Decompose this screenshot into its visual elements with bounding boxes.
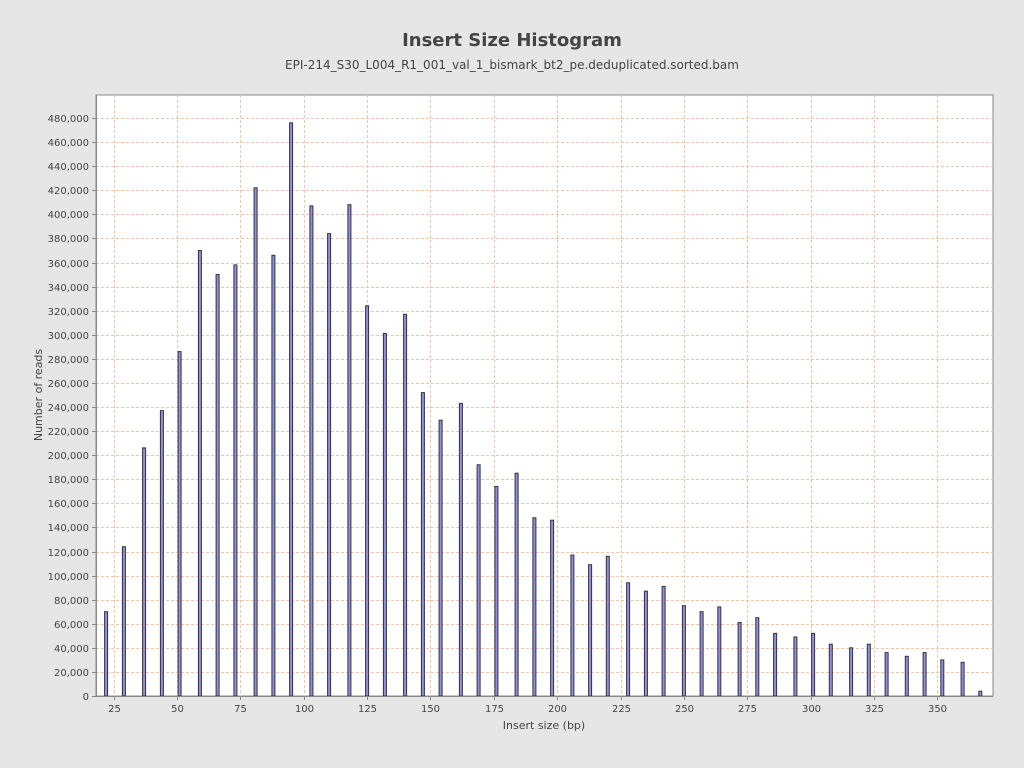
histogram-bar [773,632,778,697]
histogram-bar [458,402,463,697]
histogram-bar [327,233,332,697]
histogram-bar [159,410,164,697]
y-tick-label: 80,000 [54,596,89,607]
y-tick-label: 440,000 [48,162,89,173]
histogram-bar [550,519,555,697]
histogram-bar [347,204,352,697]
y-tick-label: 260,000 [48,379,89,390]
x-tick-label: 300 [802,704,821,715]
y-tick-label: 320,000 [48,307,89,318]
histogram-bar [382,333,387,697]
histogram-bar [438,419,443,697]
histogram-bar [271,254,276,697]
histogram-bar [626,582,631,697]
y-tick-label: 300,000 [48,331,89,342]
y-tick-label: 60,000 [54,620,89,631]
x-tick-label: 350 [928,704,947,715]
histogram-bar [253,187,258,697]
histogram-bar [643,590,648,697]
y-tick-label: 0 [83,692,89,703]
histogram-bar [121,546,126,697]
histogram-bar [884,652,889,697]
histogram-bar [142,447,147,697]
histogram-bar [811,632,816,697]
x-tick-label: 250 [675,704,694,715]
histogram-bar [661,585,666,697]
y-tick-label: 220,000 [48,427,89,438]
x-tick-label: 25 [108,704,121,715]
histogram-bar [922,652,927,697]
histogram-bar [177,351,182,697]
histogram-bar [699,611,704,697]
y-tick-label: 400,000 [48,210,89,221]
histogram-bar [755,617,760,697]
x-tick-label: 100 [295,704,314,715]
histogram-bar [309,205,314,697]
histogram-bar [476,464,481,697]
y-tick-label: 420,000 [48,186,89,197]
histogram-bar [717,606,722,697]
chart-title: Insert Size Histogram [402,30,622,51]
histogram-bar [904,655,909,697]
x-tick-label: 325 [865,704,884,715]
y-tick-label: 40,000 [54,644,89,655]
y-tick-label: 360,000 [48,259,89,270]
x-tick-label: 225 [612,704,631,715]
y-tick-label: 480,000 [48,114,89,125]
histogram-bar [233,264,238,697]
histogram-bar [681,605,686,697]
y-tick-label: 200,000 [48,451,89,462]
x-tick-label: 275 [738,704,757,715]
y-tick-label: 240,000 [48,403,89,414]
x-tick-label: 75 [234,704,247,715]
histogram-bar [978,690,983,697]
histogram-bar [197,250,202,697]
x-tick-label: 125 [358,704,377,715]
x-axis-label: Insert size (bp) [503,719,585,732]
grid-lines [96,95,993,696]
y-axis-label: Number of reads [32,349,45,442]
y-tick-label: 100,000 [48,572,89,583]
histogram-bar [960,661,965,697]
x-tick-label: 150 [421,704,440,715]
histogram-bar [570,554,575,697]
y-tick-label: 20,000 [54,668,89,679]
histogram-bar [104,611,109,697]
y-tick-label: 380,000 [48,234,89,245]
histogram-bar [365,305,370,697]
plot-area [95,94,994,697]
histogram-bar [737,622,742,697]
histogram-bar [828,643,833,697]
y-tick-label: 160,000 [48,499,89,510]
y-tick-label: 140,000 [48,523,89,534]
histogram-bar [849,647,854,697]
histogram-bar [866,643,871,697]
y-tick-label: 460,000 [48,138,89,149]
histogram-bar [494,486,499,697]
histogram-bar [289,122,294,697]
y-tick-label: 340,000 [48,283,89,294]
chart-subtitle: EPI-214_S30_L004_R1_001_val_1_bismark_bt… [285,58,739,72]
histogram-bar [588,564,593,697]
x-tick-label: 200 [548,704,567,715]
histogram-bar [793,636,798,697]
histogram-bar [532,517,537,697]
histogram-bar [420,392,425,697]
histogram-bar [403,313,408,697]
histogram-bar [514,472,519,697]
histogram-bar [940,659,945,697]
y-tick-label: 180,000 [48,475,89,486]
y-tick-label: 280,000 [48,355,89,366]
y-tick-label: 120,000 [48,548,89,559]
axes: 0 20,000 40,000 60,000 80,000 100,000 120,000 1… [48,95,993,715]
x-tick-label: 175 [485,704,504,715]
histogram-bar [605,555,610,697]
x-tick-label: 50 [171,704,184,715]
histogram-bar [215,274,220,697]
